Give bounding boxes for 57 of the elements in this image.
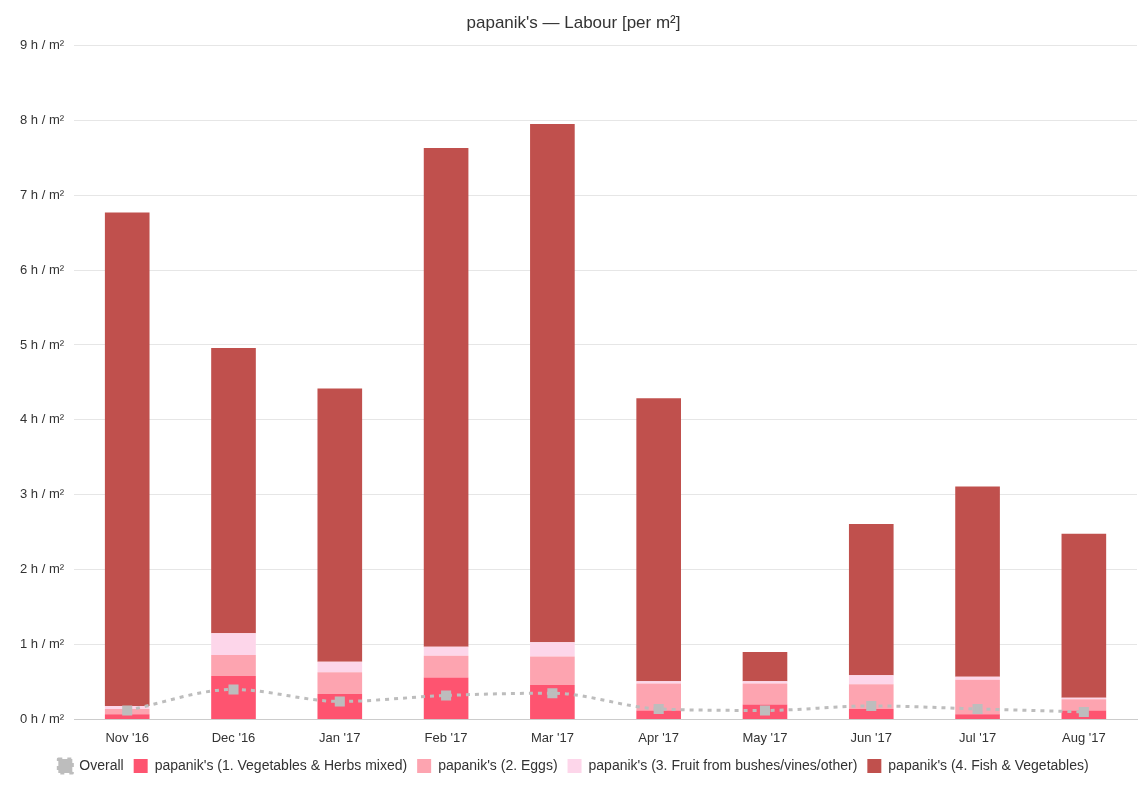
bar bbox=[104, 212, 150, 706]
bar bbox=[955, 486, 1000, 677]
bar bbox=[742, 683, 788, 705]
bar bbox=[423, 655, 469, 678]
bar bbox=[742, 652, 788, 682]
bar bbox=[530, 642, 575, 657]
bar bbox=[636, 398, 681, 682]
legend-label: Overall bbox=[79, 756, 124, 773]
bar bbox=[636, 681, 681, 684]
bar bbox=[211, 675, 256, 719]
bar bbox=[211, 347, 256, 634]
x-tick-label: Apr '17 bbox=[638, 729, 680, 745]
bar bbox=[530, 656, 575, 685]
bar bbox=[848, 708, 894, 719]
bar bbox=[1061, 699, 1107, 711]
x-tick-label: Jul '17 bbox=[958, 729, 997, 745]
bar bbox=[530, 124, 575, 643]
bar bbox=[848, 523, 894, 676]
y-tick-label: 0 h / m² bbox=[19, 710, 65, 726]
y-tick-label: 5 h / m² bbox=[19, 336, 65, 352]
x-tick-label: Dec '16 bbox=[211, 729, 256, 745]
x-tick-label: Jan '17 bbox=[319, 729, 361, 745]
x-tick-label: May '17 bbox=[742, 729, 788, 745]
y-tick-label: 9 h / m² bbox=[19, 36, 65, 52]
bar bbox=[955, 676, 1000, 680]
legend-label: papanik's (4. Fish & Vegetables) bbox=[888, 756, 1089, 773]
bar bbox=[211, 633, 256, 655]
bar bbox=[317, 672, 363, 694]
x-tick-label: Aug '17 bbox=[1062, 729, 1106, 745]
bar bbox=[423, 646, 469, 656]
legend-label: papanik's (1. Vegetables & Herbs mixed) bbox=[154, 756, 408, 773]
legend-label: papanik's (2. Eggs) bbox=[438, 756, 558, 773]
x-tick-label: Feb '17 bbox=[424, 729, 468, 745]
bar bbox=[423, 148, 469, 647]
y-tick-label: 3 h / m² bbox=[19, 486, 65, 502]
bar bbox=[955, 679, 1000, 715]
y-tick-label: 8 h / m² bbox=[19, 111, 65, 127]
bar bbox=[104, 714, 150, 719]
x-tick-label: Jun '17 bbox=[850, 729, 893, 745]
bar bbox=[423, 677, 469, 719]
bar bbox=[317, 388, 363, 662]
x-tick-label: Nov '16 bbox=[105, 729, 150, 745]
chart-title: papanik's — Labour [per m²] bbox=[466, 12, 681, 32]
bar bbox=[636, 683, 681, 711]
bar bbox=[848, 675, 894, 685]
legend-label: papanik's (3. Fruit from bushes/vines/other) bbox=[588, 756, 858, 773]
y-tick-label: 2 h / m² bbox=[19, 561, 65, 577]
bar bbox=[211, 655, 256, 676]
y-tick-label: 1 h / m² bbox=[19, 636, 65, 652]
bar bbox=[1061, 533, 1107, 698]
bar bbox=[530, 684, 575, 719]
bar bbox=[955, 714, 1000, 719]
x-tick-label: Mar '17 bbox=[530, 729, 574, 745]
y-tick-label: 6 h / m² bbox=[19, 261, 65, 277]
y-tick-label: 7 h / m² bbox=[19, 186, 65, 202]
bar bbox=[317, 661, 363, 673]
y-tick-label: 4 h / m² bbox=[19, 411, 65, 427]
